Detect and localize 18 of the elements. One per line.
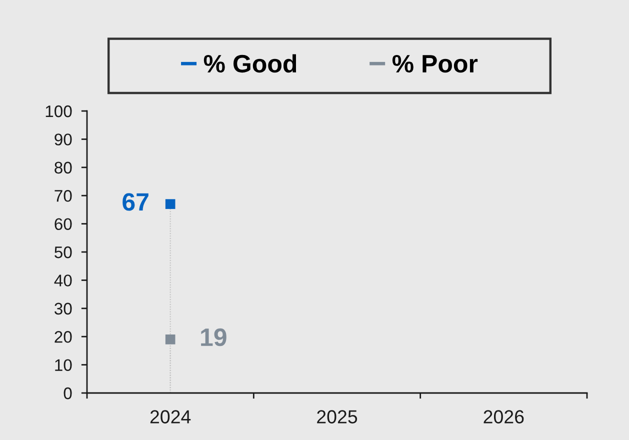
legend-label: % Good	[204, 54, 296, 73]
y-tick-label: 50	[54, 246, 72, 258]
y-tick-label: 100	[46, 105, 72, 118]
legend-label: % Poor	[392, 54, 478, 73]
y-tick-label: 20	[54, 331, 72, 343]
x-tick-label: 2024	[150, 410, 191, 424]
x-tick-label: 2026	[484, 410, 524, 424]
x-tick-label: 2025	[317, 410, 358, 424]
data-label: 19	[201, 328, 226, 346]
y-tick-label: 70	[54, 190, 72, 202]
y-tick-label: 40	[54, 274, 72, 286]
y-tick-label: 30	[54, 302, 72, 315]
y-tick-label: 10	[55, 359, 72, 372]
y-tick-label: 0	[64, 387, 72, 400]
data-label: 67	[122, 193, 148, 211]
y-tick-label: 90	[54, 134, 72, 146]
y-tick-label: 60	[54, 218, 72, 230]
y-tick-label: 80	[54, 162, 72, 174]
